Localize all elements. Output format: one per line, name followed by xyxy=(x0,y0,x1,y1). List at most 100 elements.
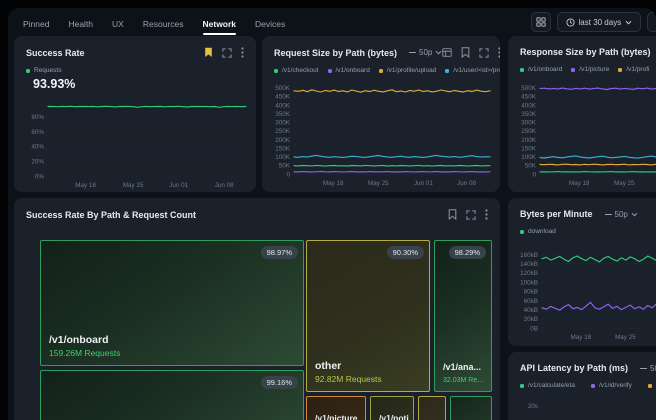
dash-icon xyxy=(605,214,612,215)
date-range-selector[interactable]: last 30 days xyxy=(557,12,642,32)
svg-text:50K: 50K xyxy=(525,163,537,170)
tab-resources[interactable]: Resources xyxy=(143,19,184,29)
panel-title: Request Size by Path (bytes) xyxy=(274,48,397,58)
legend-item-requests[interactable]: Requests xyxy=(26,67,61,74)
tab-devices[interactable]: Devices xyxy=(255,19,285,29)
svg-text:160kB: 160kB xyxy=(520,252,538,259)
svg-text:450K: 450K xyxy=(521,94,537,101)
percentile-selector[interactable]: 50p xyxy=(605,210,638,219)
svg-text:120kB: 120kB xyxy=(520,270,538,277)
treemap-path-label: /v1/notifi... xyxy=(379,413,409,420)
treemap-box[interactable]: 99.16% xyxy=(40,370,304,420)
treemap-box[interactable] xyxy=(418,396,446,420)
svg-text:450K: 450K xyxy=(275,94,291,101)
chart-legend: download upload xyxy=(508,228,656,235)
treemap-request-count: 32.03M Re... xyxy=(443,377,483,384)
svg-text:60%: 60% xyxy=(31,129,44,136)
legend-label: /v1/onboard xyxy=(528,66,562,73)
legend-item[interactable]: /v1/id/verify xyxy=(591,382,632,389)
svg-text:40kB: 40kB xyxy=(524,307,538,314)
treemap-box--v1-picture[interactable]: /v1/picture xyxy=(306,396,366,420)
svg-text:May 18: May 18 xyxy=(75,182,96,189)
more-menu-icon[interactable] xyxy=(498,47,500,58)
panel-title: Bytes per Minute xyxy=(520,209,593,219)
treemap-request-count: 92.82M Requests xyxy=(315,374,382,384)
more-menu-icon[interactable] xyxy=(241,47,244,58)
legend-item[interactable]: /v1/checkout xyxy=(274,67,319,74)
percentile-selector[interactable]: 50p xyxy=(640,364,656,373)
table-view-icon[interactable] xyxy=(442,48,452,57)
legend-label: /v1/checkout xyxy=(282,67,319,74)
svg-text:May 18: May 18 xyxy=(569,180,590,187)
svg-text:150K: 150K xyxy=(521,145,537,152)
percentile-selector[interactable]: 50p xyxy=(409,48,442,57)
treemap-path-label: /v1/onboard xyxy=(49,334,109,346)
app-window: Pinned Health UX Resources Network Devic… xyxy=(8,8,656,420)
pin-icon[interactable] xyxy=(461,47,470,58)
chevron-down-icon xyxy=(435,50,442,55)
legend-item[interactable]: /v1/onboard xyxy=(328,67,370,74)
svg-text:80%: 80% xyxy=(31,114,44,121)
svg-text:50K: 50K xyxy=(279,163,291,170)
svg-text:200K: 200K xyxy=(521,137,537,144)
more-menu-icon[interactable] xyxy=(485,209,488,220)
pin-icon[interactable] xyxy=(448,209,457,220)
svg-text:May 25: May 25 xyxy=(614,180,635,187)
svg-text:May 25: May 25 xyxy=(123,182,144,189)
expand-icon[interactable] xyxy=(479,48,489,58)
legend-label: /v1/picture xyxy=(579,66,609,73)
success-rate-badge: 90.30% xyxy=(387,246,424,259)
chart-legend: /v1/checkout /v1/onboard /v1/profile/upl… xyxy=(262,67,500,74)
legend-label: /v1/profi xyxy=(626,66,649,73)
filter-button[interactable]: Filter/C xyxy=(647,12,656,32)
treemap-box--v1-onboard[interactable]: 98.97%/v1/onboard159.26M Requests xyxy=(40,240,304,366)
legend-item[interactable]: download xyxy=(520,228,556,235)
chevron-down-icon xyxy=(625,20,632,25)
svg-text:Jun 01: Jun 01 xyxy=(169,182,188,189)
treemap-box[interactable] xyxy=(450,396,492,420)
legend-item[interactable]: /v1/profi xyxy=(618,66,649,73)
tab-health[interactable]: Health xyxy=(68,19,93,29)
panel-response-size: Response Size by Path (bytes) 50p /v1/on… xyxy=(508,36,656,192)
svg-text:500K: 500K xyxy=(275,85,291,92)
treemap-path-label: other xyxy=(315,360,341,372)
treemap-request-count: 159.26M Requests xyxy=(49,348,120,358)
legend-label: download xyxy=(528,228,556,235)
treemap-box--v1-notifi-[interactable]: /v1/notifi... xyxy=(370,396,414,420)
svg-text:350K: 350K xyxy=(521,111,537,118)
percentile-value: 50p xyxy=(650,364,656,373)
treemap-box-other[interactable]: 90.30% other 92.82M Requests xyxy=(306,240,430,392)
tab-ux[interactable]: UX xyxy=(112,19,124,29)
date-range-label: last 30 days xyxy=(579,18,622,27)
chart-legend: /v1/calculate/eta /v1/id/verify /v1/onbo xyxy=(508,382,656,389)
legend-dot xyxy=(618,68,622,72)
expand-icon[interactable] xyxy=(222,48,232,58)
treemap-path-label: /v1/ana... xyxy=(443,362,481,372)
panel-title: Success Rate xyxy=(26,48,85,58)
treemap-box--v1-ana-[interactable]: 98.29%/v1/ana...32.03M Re... xyxy=(434,240,492,392)
top-nav: Pinned Health UX Resources Network Devic… xyxy=(23,14,285,34)
legend-item[interactable]: /v1/onbo xyxy=(648,382,656,389)
svg-text:0B: 0B xyxy=(530,325,538,332)
svg-text:300K: 300K xyxy=(275,120,291,127)
legend-dot xyxy=(379,69,383,73)
legend-item[interactable]: /v1/calculate/eta xyxy=(520,382,575,389)
pinned-icon[interactable] xyxy=(204,47,213,58)
legend-item[interactable]: /v1/picture xyxy=(571,66,609,73)
legend-item[interactable]: /v1/onboard xyxy=(520,66,562,73)
legend-item[interactable]: /v1/profile/upload xyxy=(379,67,437,74)
tab-pinned[interactable]: Pinned xyxy=(23,19,49,29)
grid-view-button[interactable] xyxy=(531,12,551,32)
svg-text:May 18: May 18 xyxy=(570,334,591,341)
chart-legend: Requests xyxy=(14,67,256,74)
svg-text:20kB: 20kB xyxy=(524,316,538,323)
success-rate-badge: 99.16% xyxy=(261,376,298,389)
panel-success-rate: Success Rate Requests 93.93% 80%60%40%20… xyxy=(14,36,256,192)
svg-text:350K: 350K xyxy=(275,111,291,118)
legend-item[interactable]: /v1/user/<id>/profile xyxy=(445,67,500,74)
svg-text:250K: 250K xyxy=(275,128,291,135)
expand-icon[interactable] xyxy=(466,210,476,220)
svg-text:100K: 100K xyxy=(275,154,291,161)
clock-icon xyxy=(566,18,575,27)
tab-network[interactable]: Network xyxy=(203,19,237,29)
